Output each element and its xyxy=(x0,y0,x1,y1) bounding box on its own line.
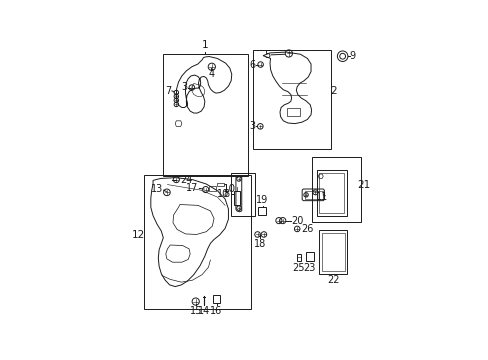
Bar xyxy=(287,108,299,116)
Text: 6: 6 xyxy=(248,59,255,69)
Bar xyxy=(297,254,300,261)
Bar xyxy=(143,175,250,309)
Text: 21: 21 xyxy=(356,180,369,190)
Bar xyxy=(253,50,330,149)
Text: 20: 20 xyxy=(290,216,303,226)
Text: 12: 12 xyxy=(132,230,145,240)
Text: 17: 17 xyxy=(186,183,198,193)
Text: 13: 13 xyxy=(151,184,163,194)
Bar xyxy=(231,174,254,216)
Bar xyxy=(213,295,219,303)
Text: 9: 9 xyxy=(348,51,354,61)
Text: 23: 23 xyxy=(303,263,315,273)
Text: 24: 24 xyxy=(180,175,192,185)
Bar xyxy=(305,252,313,261)
Text: 25: 25 xyxy=(291,263,304,273)
Text: 4: 4 xyxy=(208,69,214,79)
Text: 14: 14 xyxy=(198,306,210,316)
Bar xyxy=(321,233,344,271)
Bar xyxy=(319,173,343,213)
Text: 10: 10 xyxy=(222,184,235,194)
Bar xyxy=(316,170,346,216)
Text: 18: 18 xyxy=(254,239,266,249)
Bar xyxy=(163,54,247,176)
Text: 3: 3 xyxy=(248,121,255,131)
Bar xyxy=(233,191,240,205)
Text: 8: 8 xyxy=(223,189,229,199)
Text: 5: 5 xyxy=(264,50,270,60)
Text: 26: 26 xyxy=(301,224,313,234)
Text: 19: 19 xyxy=(256,195,268,205)
Text: 15: 15 xyxy=(189,306,202,316)
Text: 22: 22 xyxy=(326,275,339,285)
Text: 16: 16 xyxy=(210,306,222,316)
Bar xyxy=(258,207,265,215)
Bar xyxy=(208,186,216,191)
Text: 2: 2 xyxy=(330,86,336,96)
Bar xyxy=(217,183,224,186)
Text: 3: 3 xyxy=(181,82,187,92)
Text: 1: 1 xyxy=(202,40,208,50)
Bar xyxy=(319,230,346,274)
Text: 7: 7 xyxy=(165,86,171,96)
Text: 10: 10 xyxy=(216,189,228,199)
Bar xyxy=(311,157,361,222)
Text: 11: 11 xyxy=(315,192,327,202)
